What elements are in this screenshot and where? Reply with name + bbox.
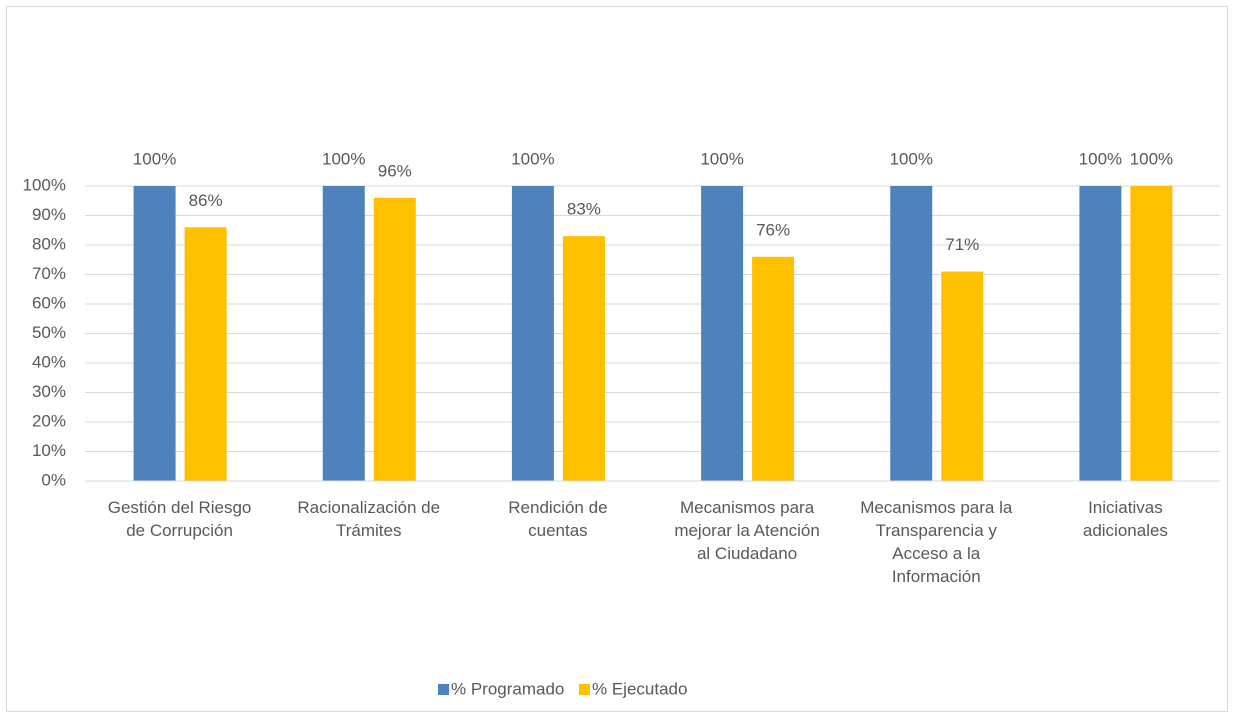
y-tick-label: 60% (32, 293, 66, 312)
y-tick-label: 90% (32, 205, 66, 224)
bar (322, 186, 365, 481)
data-label: 100% (322, 149, 365, 168)
bar (941, 271, 984, 481)
x-tick-label: Rendición de cuentas (508, 498, 608, 540)
x-tick-label: Mecanismos para la Transparencia y Acces… (860, 498, 1013, 586)
legend-swatch (579, 684, 590, 695)
data-label: 100% (511, 149, 554, 168)
legend-label: % Programado (451, 679, 564, 698)
bar (373, 197, 416, 482)
y-tick-label: 40% (32, 352, 66, 371)
data-label: 86% (189, 191, 223, 210)
bar (184, 227, 227, 481)
y-tick-label: 30% (32, 382, 66, 401)
bar (1130, 186, 1173, 481)
x-tick-label: Mecanismos para mejorar la Atención al C… (674, 498, 820, 563)
data-label: 100% (1079, 149, 1122, 168)
data-label: 100% (133, 149, 176, 168)
data-label: 100% (700, 149, 743, 168)
data-label: 96% (378, 161, 412, 180)
x-tick-label: Iniciativas adicionales (1082, 498, 1168, 540)
bar (511, 186, 554, 481)
data-label: 76% (756, 220, 790, 239)
bar (133, 186, 176, 481)
y-tick-label: 0% (41, 470, 66, 489)
chart-border (6, 6, 1228, 712)
y-tick-label: 70% (32, 264, 66, 283)
x-tick-label: Gestión del Riesgo de Corrupción (107, 498, 252, 540)
bar (1079, 186, 1122, 481)
y-tick-label: 80% (32, 234, 66, 253)
x-tick-label: Racionalización de Trámites (297, 498, 441, 540)
y-tick-label: 100% (23, 175, 66, 194)
data-label: 100% (890, 149, 933, 168)
y-tick-label: 50% (32, 323, 66, 342)
legend-label: % Ejecutado (592, 679, 687, 698)
data-label: 71% (945, 235, 979, 254)
data-label: 100% (1130, 149, 1173, 168)
y-tick-label: 20% (32, 411, 66, 430)
legend-swatch (438, 684, 449, 695)
data-label: 83% (567, 200, 601, 219)
bar (752, 256, 795, 481)
bar (890, 186, 933, 481)
bar (562, 236, 605, 481)
bar (701, 186, 744, 481)
y-tick-label: 10% (32, 441, 66, 460)
